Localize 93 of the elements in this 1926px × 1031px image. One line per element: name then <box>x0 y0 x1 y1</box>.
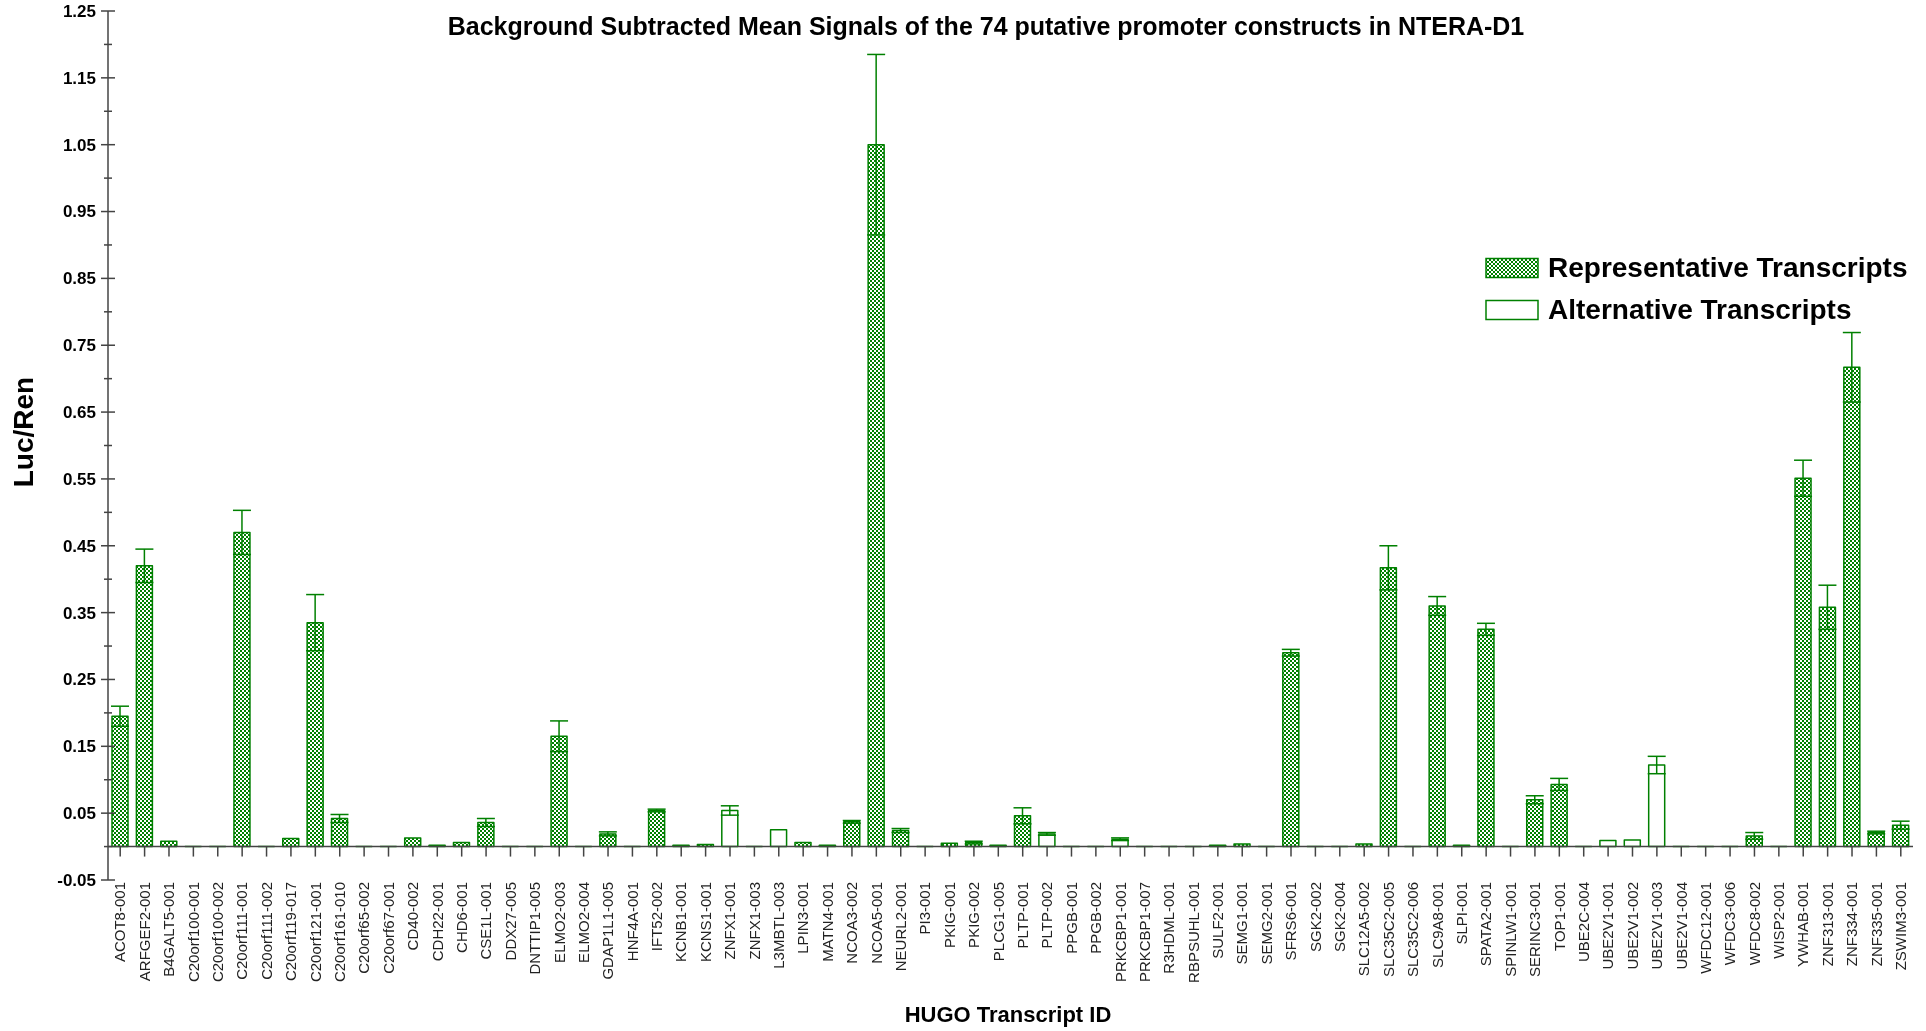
x-tick-label: SGK2-002 <box>1306 882 1324 953</box>
x-tick-label: R3HDML-001 <box>1160 882 1178 974</box>
x-tick-label: UBE2V1-001 <box>1599 882 1617 970</box>
x-tick-label: L3MBTL-003 <box>770 882 788 969</box>
y-tick-label: 0.25 <box>62 670 96 690</box>
x-tick-label: NCOA5-001 <box>867 882 885 964</box>
chart-title: Background Subtracted Mean Signals of the 74 putative promoter constructs in NTERA-D1 <box>446 12 1526 40</box>
x-tick-label: C20orf100-001 <box>184 882 202 983</box>
x-tick-label: PRKCBP1-007 <box>1135 882 1153 983</box>
x-tick-label: SEMG2-001 <box>1257 882 1275 965</box>
x-tick-label: NEURL2-001 <box>891 882 909 972</box>
x-tick-label: SPINLW1-001 <box>1501 882 1519 977</box>
x-tick-label: ZNFX1-003 <box>745 882 763 960</box>
x-tick-label: B4GALT5-001 <box>160 882 178 977</box>
x-tick-label: SPATA2-001 <box>1477 882 1495 967</box>
x-tick-label: WFDC3-006 <box>1721 882 1739 966</box>
x-tick-label: UBE2C-004 <box>1574 882 1592 963</box>
x-tick-label: SFRS6-001 <box>1282 882 1300 961</box>
x-tick-label: WFDC12-001 <box>1696 882 1714 974</box>
x-tick-label: NCOA3-002 <box>843 882 861 964</box>
x-tick-label: CD40-002 <box>404 882 422 951</box>
x-tick-label: ELMO2-003 <box>550 882 568 963</box>
x-tick-label: CHD6-001 <box>452 882 470 953</box>
x-tick-label: ACOT8-001 <box>111 882 129 963</box>
x-tick-label: C20orf111-002 <box>257 882 275 980</box>
x-tick-label: ZNF313-001 <box>1818 882 1836 967</box>
y-tick-label: 0.35 <box>62 603 96 623</box>
x-tick-label: PKIG-001 <box>940 882 958 948</box>
x-tick-label: TOP1-001 <box>1550 882 1568 951</box>
y-axis-title: Luc/Ren <box>8 376 39 488</box>
x-tick-label: ARFGEF2-001 <box>135 882 153 982</box>
legend-label: Representative Transcripts <box>1548 252 1908 284</box>
y-tick-label: 1.15 <box>62 68 96 88</box>
x-tick-label: PLTP-001 <box>1013 882 1031 949</box>
x-tick-label: YWHAB-001 <box>1794 882 1812 968</box>
x-tick-label: MATN4-001 <box>818 882 836 962</box>
x-tick-label: PPGB-002 <box>1087 882 1105 954</box>
y-tick-label: -0.05 <box>57 870 96 890</box>
x-tick-label: ZNF335-001 <box>1867 882 1885 967</box>
x-tick-label: IFT52-002 <box>648 882 666 952</box>
x-tick-label: C20orf111-001 <box>233 882 251 980</box>
y-tick-label: 0.65 <box>62 403 96 423</box>
x-tick-label: SULF2-001 <box>1209 882 1227 959</box>
x-tick-label: SLC12A5-002 <box>1355 882 1373 977</box>
x-tick-label: HNF4A-001 <box>623 882 641 962</box>
x-tick-label: ELMO2-004 <box>574 882 592 963</box>
x-tick-label: DDX27-005 <box>501 882 519 961</box>
y-tick-label: 0.85 <box>62 269 96 289</box>
x-tick-label: LPIN3-001 <box>794 882 812 954</box>
x-tick-label: SLPI-001 <box>1453 882 1470 945</box>
y-tick-label: 0.15 <box>62 737 96 757</box>
x-tick-label: PLCG1-005 <box>989 882 1007 962</box>
x-tick-label: SERINC3-001 <box>1526 882 1544 978</box>
x-tick-label: ZNFX1-001 <box>721 882 739 960</box>
y-tick-label: 1.25 <box>62 1 96 21</box>
x-tick-label: CSE1L-001 <box>477 882 495 960</box>
x-tick-label: PLTP-002 <box>1038 882 1056 949</box>
x-tick-label: PRKCBP1-001 <box>1111 882 1129 983</box>
x-tick-label: C20orf100-002 <box>209 882 227 983</box>
x-tick-label: RBPSUHL-001 <box>1184 882 1202 983</box>
x-tick-label: KCNB1-001 <box>672 882 690 963</box>
x-tick-label: SLC9A8-001 <box>1428 882 1446 968</box>
y-tick-label: 0.75 <box>62 336 96 356</box>
x-tick-label: DNTTIP1-005 <box>526 882 544 975</box>
x-tick-label: C20orf67-001 <box>379 882 397 974</box>
x-tick-label: UBE2V1-002 <box>1623 882 1641 970</box>
y-tick-label: 0.55 <box>62 469 96 489</box>
x-tick-label: UBE2V1-004 <box>1672 882 1690 970</box>
x-tick-label: C20orf119-017 <box>282 882 300 981</box>
y-tick-label: 0.45 <box>62 536 96 556</box>
x-tick-label: ZNF334-001 <box>1843 882 1861 967</box>
x-tick-label: SGK2-004 <box>1331 882 1349 953</box>
y-tick-label: 1.05 <box>62 135 96 155</box>
x-tick-label: WFDC8-002 <box>1745 882 1763 966</box>
x-tick-label: SLC35C2-005 <box>1379 882 1397 978</box>
x-tick-label: PKIG-002 <box>965 882 983 948</box>
x-axis-title: HUGO Transcript ID <box>904 1002 1112 1027</box>
x-tick-label: PPGB-001 <box>1062 882 1080 954</box>
x-tick-label: CDH22-001 <box>428 882 446 962</box>
x-tick-label: C20orf161-010 <box>330 882 348 983</box>
x-tick-label: C20orf121-001 <box>306 882 324 983</box>
y-tick-label: 0.05 <box>62 804 96 824</box>
x-tick-label: PI3-001 <box>916 882 934 935</box>
x-tick-label: GDAP1L1-005 <box>599 882 617 980</box>
x-tick-label: WISP2-001 <box>1770 882 1788 959</box>
x-tick-label: SLC35C2-006 <box>1404 882 1422 978</box>
x-tick-label: ZSWIM3-001 <box>1892 882 1910 971</box>
x-tick-label: KCNS1-001 <box>696 882 714 963</box>
legend-label: Alternative Transcripts <box>1548 294 1852 326</box>
y-tick-label: 0.95 <box>62 202 96 222</box>
x-tick-label: UBE2V1-003 <box>1648 882 1666 970</box>
x-tick-label: C20orf65-002 <box>355 882 373 974</box>
x-tick-label: SEMG1-001 <box>1233 882 1251 965</box>
